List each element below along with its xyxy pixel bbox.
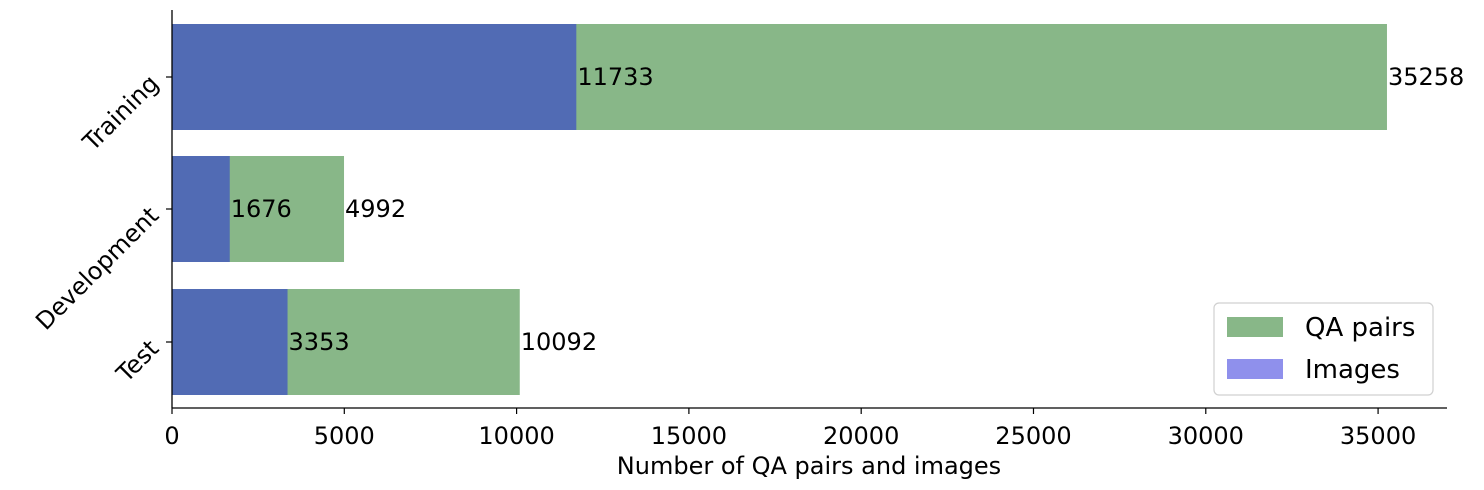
bar-images-test: [172, 289, 288, 395]
data-label-images-test: 3353: [289, 328, 350, 356]
legend-swatch-images: [1227, 359, 1283, 379]
x-tick-label: 0: [164, 422, 179, 450]
x-tick-label: 35000: [1340, 422, 1416, 450]
labels-layer: 35258 4992 10092 11733 1676 3353: [231, 63, 1465, 356]
data-label-qa-pairs-training: 35258: [1388, 63, 1464, 91]
x-axis-title: Number of QA pairs and images: [617, 452, 1001, 480]
legend-swatch-qa-pairs: [1227, 317, 1283, 337]
bar-images-development: [172, 156, 230, 262]
y-tick-label-test: Test: [110, 334, 164, 388]
bars-layer: [172, 24, 1387, 395]
data-label-images-development: 1676: [231, 195, 292, 223]
y-tick-label-training: Training: [77, 69, 164, 156]
legend: QA pairs Images: [1213, 302, 1434, 396]
x-tick-label: 15000: [651, 422, 727, 450]
x-tick-label: 20000: [823, 422, 899, 450]
x-tick-label: 5000: [314, 422, 375, 450]
legend-label-qa-pairs: QA pairs: [1305, 313, 1415, 343]
data-label-qa-pairs-development: 4992: [345, 195, 406, 223]
x-tick-label: 25000: [995, 422, 1071, 450]
x-tick-label: 10000: [478, 422, 554, 450]
x-tick-label: 30000: [1168, 422, 1244, 450]
bar-images-training: [172, 24, 577, 130]
data-label-qa-pairs-test: 10092: [521, 328, 597, 356]
legend-label-images: Images: [1305, 355, 1400, 385]
data-label-images-training: 11733: [577, 63, 653, 91]
y-tick-label-development: Development: [30, 201, 164, 335]
